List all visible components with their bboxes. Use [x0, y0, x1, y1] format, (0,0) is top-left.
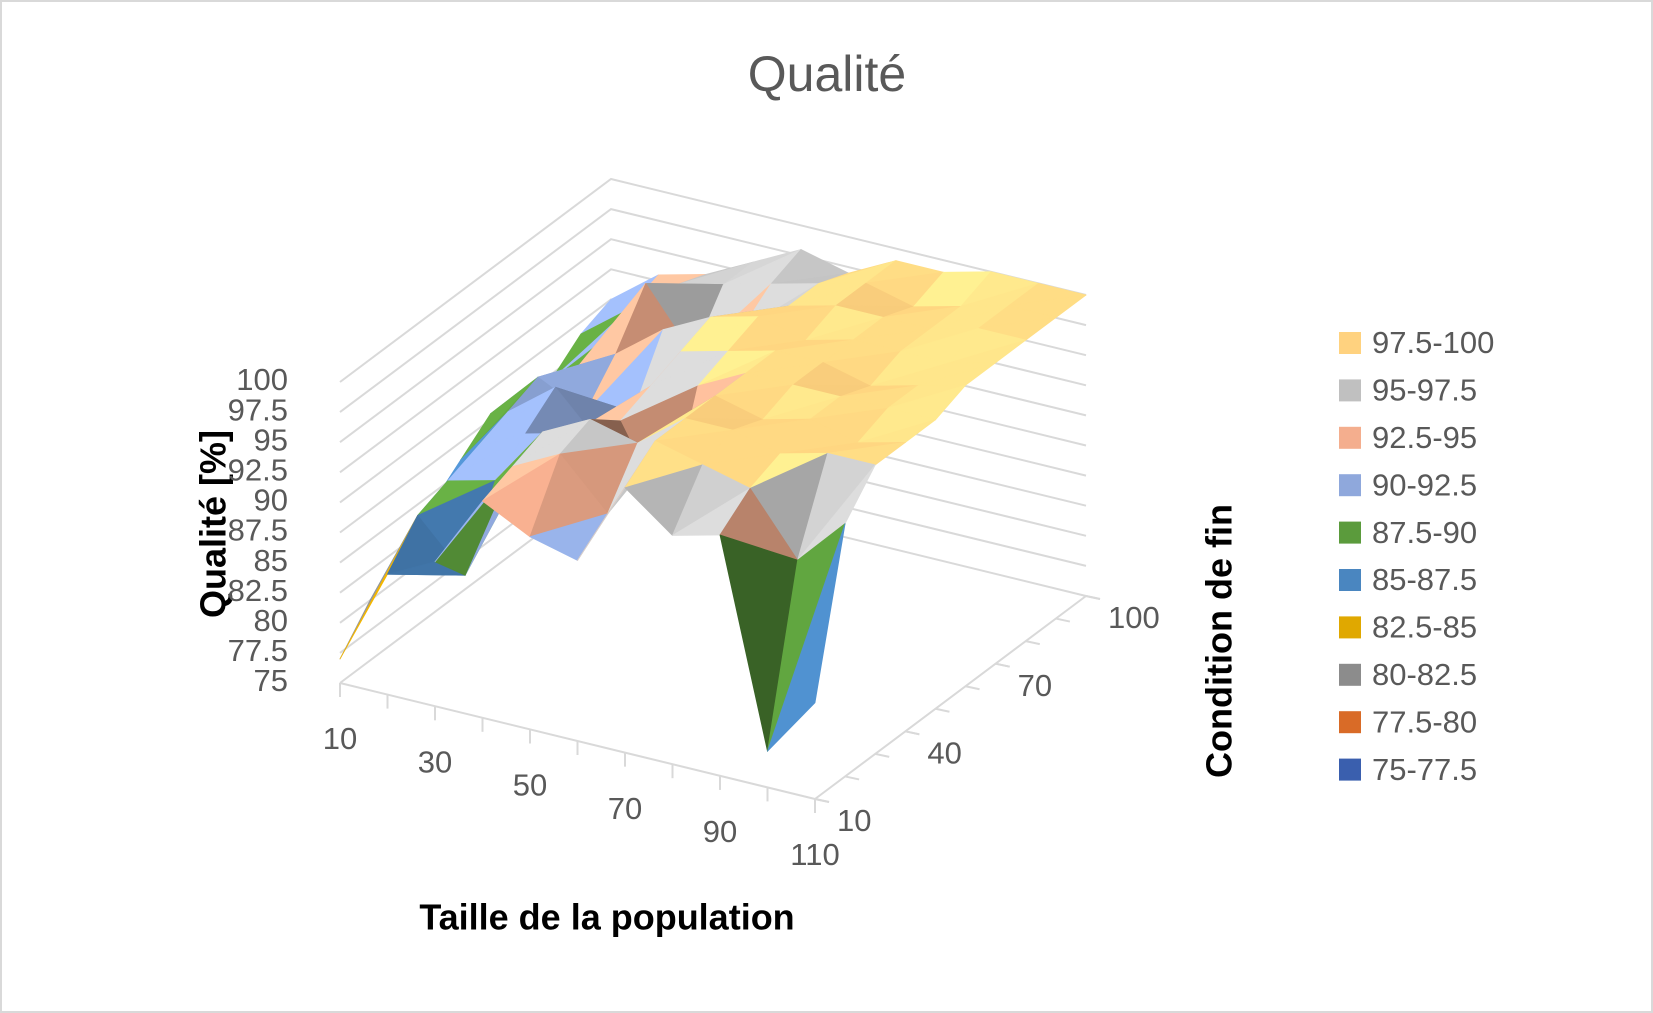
- legend-swatch: [1339, 711, 1361, 734]
- legend-swatch: [1339, 569, 1361, 591]
- legend-label: 87.5-90: [1372, 515, 1477, 550]
- y-minor-tick: [875, 752, 890, 758]
- legend-label: 75-77.5: [1372, 752, 1477, 787]
- x-tick-label: 110: [790, 837, 839, 872]
- x-axis-title: Taille de la population: [419, 897, 794, 938]
- y-minor-tick: [965, 685, 980, 691]
- legend-swatch: [1339, 426, 1361, 449]
- legend-swatch: [1339, 758, 1361, 781]
- y-tick: [995, 662, 1010, 668]
- z-tick-label: 75: [254, 663, 288, 698]
- legend-label: 97.5-100: [1372, 325, 1494, 360]
- legend-swatch: [1339, 379, 1361, 402]
- grid-line: [339, 177, 1087, 383]
- y-tick: [1085, 595, 1101, 600]
- z-tick-label: 80: [254, 603, 288, 638]
- z-axis-title: Qualité [%]: [193, 430, 234, 618]
- y-minor-tick: [1025, 640, 1040, 646]
- z-tick-label: 92.5: [228, 452, 288, 487]
- x-tick-label: 10: [323, 721, 357, 756]
- x-tick-label: 30: [418, 744, 452, 779]
- legend-label: 77.5-80: [1372, 704, 1477, 739]
- legend-label: 92.5-95: [1372, 420, 1477, 455]
- y-tick: [814, 798, 830, 803]
- y-minor-tick: [844, 775, 860, 781]
- y-tick-label: 40: [927, 736, 961, 771]
- legend-label: 80-82.5: [1372, 657, 1477, 692]
- z-tick-label: 77.5: [228, 633, 288, 668]
- legend-swatch: [1339, 332, 1361, 354]
- z-tick-label: 95: [254, 422, 288, 457]
- legend-swatch: [1339, 474, 1361, 497]
- legend-label: 95-97.5: [1372, 373, 1477, 408]
- z-tick-label: 97.5: [228, 392, 288, 427]
- y-tick-label: 10: [837, 803, 871, 838]
- z-tick-label: 87.5: [228, 513, 288, 548]
- z-tick-label: 100: [236, 362, 288, 397]
- y-axis-title: Condition de fin: [1199, 504, 1240, 778]
- surface-facet: [767, 523, 846, 752]
- chart-title: Qualité: [748, 46, 906, 102]
- z-tick-label: 82.5: [228, 573, 288, 608]
- y-tick: [905, 730, 920, 736]
- legend-label: 82.5-85: [1372, 610, 1477, 645]
- legend-swatch: [1339, 616, 1361, 639]
- z-tick-label: 90: [254, 483, 288, 518]
- y-minor-tick: [1055, 617, 1071, 623]
- legend-label: 85-87.5: [1372, 562, 1477, 597]
- x-tick-label: 90: [703, 814, 737, 849]
- y-axis-line: [814, 595, 1087, 800]
- legend-swatch: [1339, 521, 1361, 544]
- z-tick-label: 85: [254, 543, 288, 578]
- y-tick-label: 70: [1018, 668, 1052, 703]
- y-minor-tick: [935, 707, 950, 713]
- x-tick-label: 50: [513, 768, 547, 803]
- legend-swatch: [1339, 663, 1361, 686]
- x-tick-label: 70: [608, 791, 642, 826]
- legend-label: 90-92.5: [1372, 467, 1477, 502]
- y-tick-label: 100: [1108, 600, 1160, 635]
